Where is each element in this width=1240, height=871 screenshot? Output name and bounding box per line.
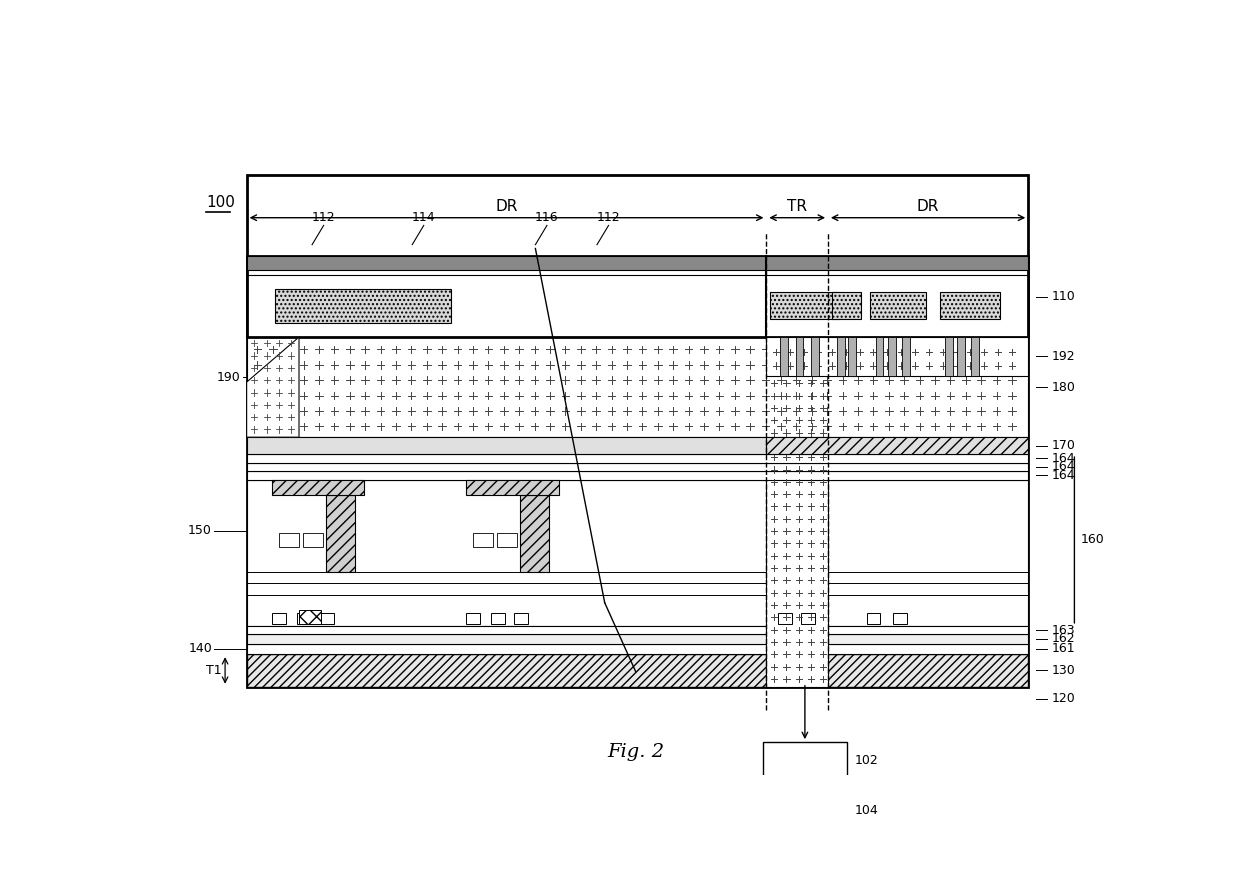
Bar (971, 337, 978, 375)
Bar (491, 613, 505, 625)
Bar (940, 293, 999, 319)
Text: 164: 164 (1052, 460, 1075, 473)
Bar (770, 293, 839, 319)
Bar (801, 613, 815, 625)
Bar (472, 533, 494, 546)
Bar (766, 437, 1028, 454)
Bar (247, 174, 1028, 686)
Text: 161: 161 (1052, 643, 1075, 655)
Bar (957, 337, 965, 375)
Bar (296, 613, 310, 625)
Bar (247, 480, 1028, 625)
Text: 110: 110 (1052, 290, 1075, 303)
Bar (279, 533, 299, 546)
Bar (303, 533, 322, 546)
Bar (945, 337, 952, 375)
Bar (247, 256, 1028, 270)
Text: 163: 163 (1052, 624, 1075, 637)
Bar (867, 613, 880, 625)
Text: DR: DR (495, 199, 518, 213)
Bar (275, 289, 450, 323)
Bar (811, 337, 818, 375)
Text: 102: 102 (854, 754, 879, 767)
Bar (272, 480, 365, 495)
Bar (247, 644, 1028, 654)
Bar (247, 437, 766, 454)
Text: DR: DR (916, 199, 939, 213)
Text: 192: 192 (1052, 350, 1075, 363)
Bar (466, 613, 480, 625)
Bar (763, 742, 847, 779)
Bar (888, 337, 895, 375)
Polygon shape (247, 337, 299, 437)
Text: 100: 100 (206, 195, 234, 210)
Text: 104: 104 (854, 804, 879, 817)
Bar (832, 293, 861, 319)
Text: 120: 120 (1052, 692, 1075, 706)
Text: 164: 164 (1052, 469, 1075, 482)
Bar (247, 463, 1028, 471)
Bar (894, 613, 908, 625)
Bar (875, 337, 883, 375)
Text: 170: 170 (1052, 439, 1075, 452)
Bar (848, 337, 856, 375)
Bar (513, 613, 528, 625)
Text: 112: 112 (596, 211, 620, 224)
Text: T1: T1 (206, 664, 222, 677)
Bar (780, 337, 787, 375)
Bar (247, 654, 1028, 686)
Text: 140: 140 (188, 643, 212, 655)
Bar (777, 613, 792, 625)
Bar (796, 337, 804, 375)
Text: 114: 114 (412, 211, 435, 224)
Bar (766, 337, 1028, 375)
Text: TR: TR (787, 199, 807, 213)
Bar (326, 495, 355, 572)
Text: Fig. 2: Fig. 2 (606, 743, 665, 761)
Bar (466, 480, 558, 495)
Bar (837, 337, 844, 375)
Bar (520, 495, 549, 572)
Bar (247, 625, 1028, 634)
Bar (320, 613, 334, 625)
Bar (870, 293, 926, 319)
Bar (766, 337, 828, 686)
Bar (247, 634, 1028, 644)
Text: 150: 150 (188, 524, 212, 537)
Text: 130: 130 (1052, 664, 1075, 677)
Bar (247, 454, 1028, 463)
Bar (763, 792, 847, 829)
Text: 160: 160 (1080, 533, 1105, 546)
Text: 112: 112 (311, 211, 336, 224)
Bar (247, 256, 1028, 337)
Text: 180: 180 (1052, 381, 1075, 394)
Text: 164: 164 (1052, 452, 1075, 465)
Bar (272, 613, 286, 625)
Bar (247, 337, 1028, 437)
Bar (299, 611, 321, 625)
Text: 116: 116 (536, 211, 559, 224)
Text: 162: 162 (1052, 632, 1075, 645)
Text: 190: 190 (217, 370, 241, 383)
Bar (901, 337, 910, 375)
Bar (247, 471, 1028, 480)
Bar (497, 533, 517, 546)
